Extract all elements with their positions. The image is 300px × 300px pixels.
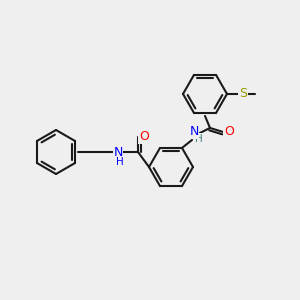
Text: N: N [189, 125, 199, 138]
Text: H: H [195, 134, 203, 144]
Text: O: O [224, 125, 234, 138]
Text: H: H [116, 157, 124, 167]
Text: O: O [139, 130, 149, 143]
Text: N: N [113, 146, 123, 160]
Text: S: S [239, 87, 247, 101]
